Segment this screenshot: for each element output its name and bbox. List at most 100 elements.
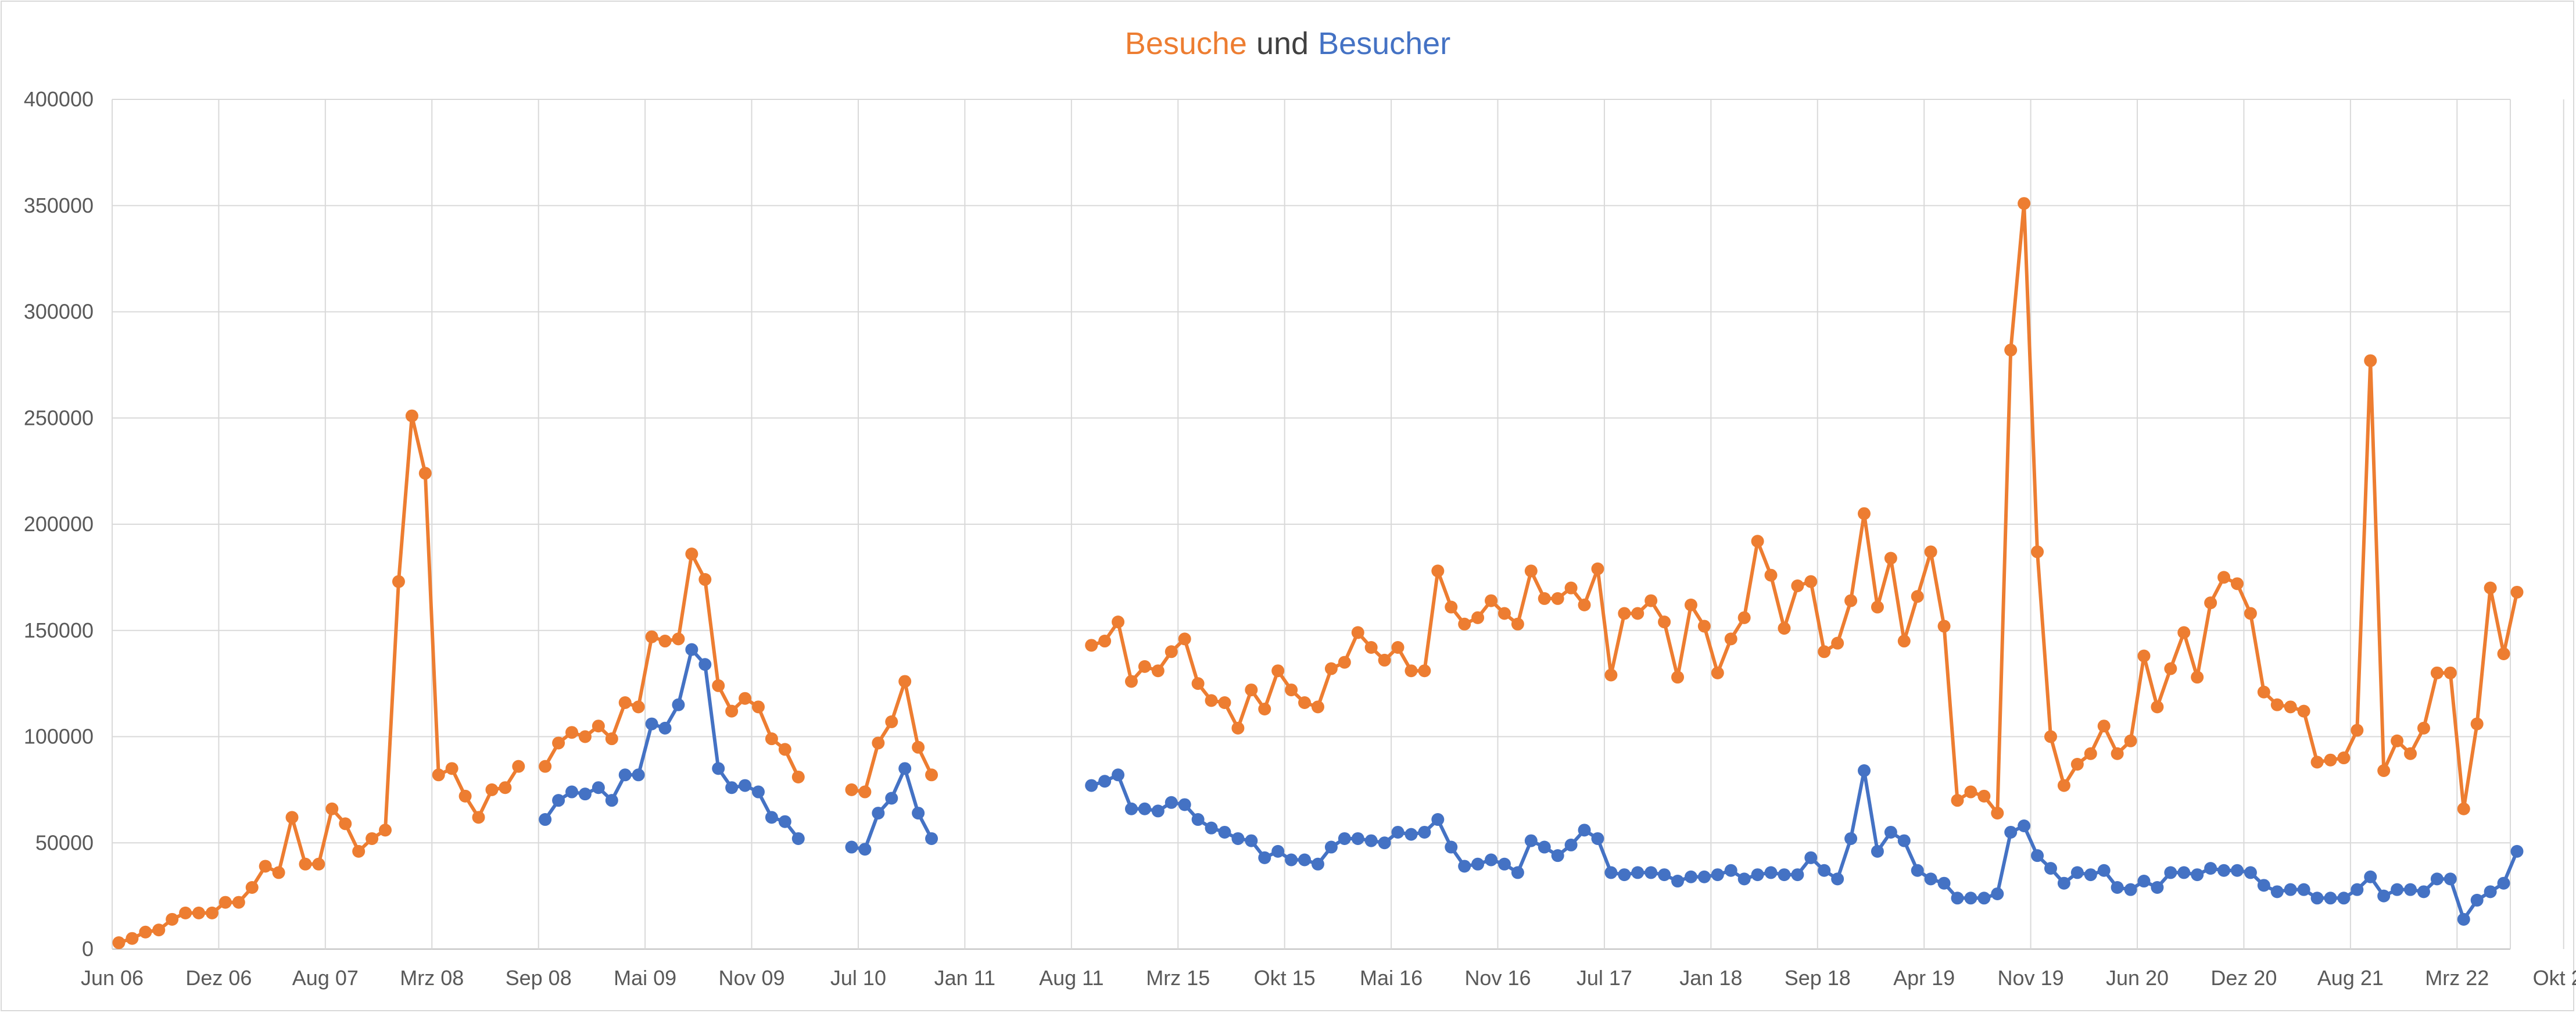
data-point-besuche — [1858, 507, 1871, 520]
data-point-besucher — [2510, 844, 2524, 858]
data-point-besuche — [2070, 758, 2084, 771]
data-point-besucher — [1285, 853, 1298, 867]
data-point-besucher — [685, 643, 698, 656]
data-point-besuche — [1697, 620, 1711, 633]
data-point-besuche — [445, 762, 458, 775]
y-tick-label: 250000 — [24, 406, 94, 429]
data-point-besuche — [2151, 700, 2164, 714]
data-point-besuche — [2111, 747, 2124, 760]
data-point-besuche — [1804, 575, 1818, 588]
data-point-besucher — [2217, 864, 2231, 877]
data-point-besuche — [232, 896, 245, 909]
data-point-besucher — [1831, 872, 1844, 886]
data-point-besucher — [1791, 868, 1804, 882]
data-point-besuche — [1551, 592, 1564, 605]
data-point-besucher — [1778, 868, 1791, 882]
y-tick-label: 350000 — [24, 194, 94, 217]
data-point-besucher — [672, 698, 685, 711]
data-point-besucher — [1138, 802, 1151, 815]
data-point-besucher — [2377, 889, 2391, 903]
data-point-besucher — [1165, 796, 1178, 809]
data-point-besucher — [858, 843, 872, 856]
data-point-besuche — [179, 906, 192, 919]
data-point-besucher — [2391, 883, 2404, 896]
data-point-besuche — [1977, 789, 1991, 803]
x-tick-label: Jun 20 — [2106, 966, 2169, 990]
data-point-besucher — [1818, 864, 1831, 877]
data-point-besuche — [2097, 720, 2111, 733]
data-point-besucher — [1098, 775, 1112, 788]
data-point-besucher — [1231, 832, 1245, 845]
data-point-besucher — [2070, 866, 2084, 879]
data-point-besuche — [352, 844, 366, 858]
data-point-besuche — [565, 726, 579, 739]
data-point-besucher — [1378, 836, 1391, 850]
data-point-besucher — [1684, 870, 1697, 883]
data-point-besuche — [845, 783, 858, 796]
data-point-besucher — [1351, 832, 1364, 845]
data-point-besuche — [2270, 698, 2284, 711]
data-point-besuche — [1271, 664, 1285, 678]
x-tick-label: Jul 10 — [830, 966, 886, 990]
data-point-besuche — [1724, 632, 1737, 646]
data-point-besuche — [2124, 734, 2137, 747]
x-tick-label: Mai 09 — [614, 966, 676, 990]
data-point-besucher — [1604, 866, 1618, 879]
data-point-besuche — [392, 575, 405, 588]
series-line-besuche — [1090, 202, 2519, 815]
data-point-besucher — [898, 762, 912, 775]
chart-title-besucher: Besucher — [1318, 26, 1450, 61]
data-point-besuche — [1564, 581, 1578, 595]
data-point-besucher — [592, 781, 605, 794]
data-point-besucher — [645, 717, 658, 731]
data-point-besuche — [1671, 671, 1685, 684]
chart-title: Besuche und Besucher — [1125, 26, 1450, 61]
data-point-besucher — [1112, 768, 1125, 782]
data-point-besuche — [166, 912, 179, 926]
data-point-besucher — [1764, 866, 1778, 879]
data-point-besuche — [1231, 721, 1245, 735]
data-point-besucher — [658, 721, 672, 735]
data-point-besucher — [1897, 834, 1911, 847]
data-point-besucher — [1578, 824, 1591, 837]
data-point-besuche — [285, 811, 299, 824]
gridlines — [112, 99, 2564, 950]
data-point-besuche — [1418, 664, 1431, 678]
data-point-besucher — [1591, 832, 1604, 845]
data-point-besuche — [1178, 632, 1191, 646]
data-point-besuche — [632, 700, 645, 714]
data-point-besucher — [1511, 866, 1524, 879]
data-point-besucher — [1564, 838, 1578, 851]
data-point-besucher — [698, 658, 712, 671]
data-point-besucher — [1178, 798, 1191, 811]
data-point-besuche — [1604, 668, 1618, 682]
data-point-besuche — [1591, 562, 1604, 575]
data-point-besuche — [2457, 802, 2470, 815]
data-point-besuche — [1751, 535, 1764, 548]
data-point-besucher — [925, 832, 938, 845]
data-point-besucher — [1804, 851, 1818, 864]
data-point-besucher — [1324, 840, 1338, 854]
data-point-besuche — [1937, 620, 1951, 633]
y-tick-label: 400000 — [24, 87, 94, 111]
data-point-besuche — [1338, 656, 1351, 669]
data-point-besuche — [739, 692, 752, 705]
data-point-besuche — [1497, 607, 1511, 620]
data-point-besucher — [2044, 862, 2057, 875]
data-point-besucher — [1485, 853, 1498, 867]
data-point-besuche — [1324, 662, 1338, 675]
data-point-besuche — [126, 932, 139, 945]
data-point-besuche — [1711, 666, 1724, 679]
data-point-besuche — [2391, 734, 2404, 747]
data-point-besucher — [1991, 887, 2004, 900]
data-point-besucher — [1391, 825, 1405, 839]
data-point-besuche — [1578, 598, 1591, 611]
data-point-besuche — [418, 467, 432, 480]
data-point-besuche — [618, 696, 632, 710]
data-point-besuche — [472, 811, 485, 824]
data-point-besucher — [2084, 868, 2097, 882]
data-point-besucher — [1671, 875, 1685, 888]
data-point-besuche — [112, 936, 126, 950]
data-point-besucher — [2111, 881, 2124, 894]
data-point-besuche — [1458, 617, 1471, 631]
